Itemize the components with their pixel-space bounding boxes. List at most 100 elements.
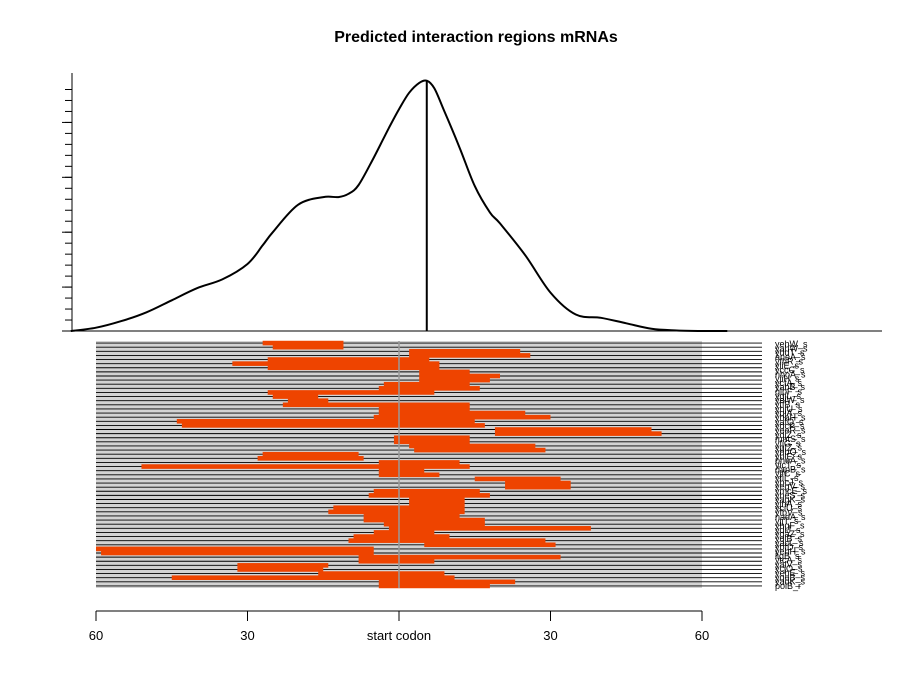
- interaction-region-bar: [96, 546, 374, 552]
- interaction-region-bar: [353, 534, 450, 539]
- gene-label: yqeB_s: [775, 572, 806, 582]
- gene-label: yeiW_s: [775, 395, 805, 405]
- interaction-region-bar: [368, 493, 490, 498]
- gene-label: yqjA_s: [775, 408, 803, 418]
- interaction-region-bar: [378, 386, 480, 391]
- interaction-region-bar: [419, 373, 500, 379]
- gene-label: yegV_s: [775, 482, 806, 492]
- gene-label: yjfC_s: [775, 469, 801, 479]
- gene-label: ycjO_s: [775, 564, 803, 574]
- interaction-region-bar: [505, 480, 571, 486]
- interaction-region-bar: [409, 353, 531, 358]
- gene-label: yadK_s: [775, 577, 806, 587]
- interaction-region-bar: [383, 521, 485, 527]
- interaction-region-bar: [378, 460, 460, 465]
- gene-label: yeeR_s: [775, 425, 806, 435]
- gene-label: yebH_s: [775, 546, 806, 556]
- interaction-region-bar: [378, 472, 440, 478]
- gene-label: ydcP_s: [775, 421, 805, 431]
- gene-label: ymcE_s: [775, 486, 808, 496]
- gene-label: ytcA_s: [775, 555, 803, 565]
- interaction-region-bar: [318, 571, 445, 576]
- gene-label: yhgF_s: [775, 521, 805, 531]
- gene-label: yahW_s: [775, 343, 808, 353]
- gene-label: yjiH_s: [775, 374, 800, 384]
- interaction-region-bar: [373, 414, 551, 420]
- gene-label: ligB_s: [775, 551, 800, 561]
- interaction-region-bar: [272, 344, 344, 350]
- gene-label: mntS_s: [775, 434, 806, 444]
- interaction-region-bar: [409, 348, 521, 354]
- gene-label: ybfD_s: [775, 542, 804, 552]
- gene-label: ygaZ_s: [775, 529, 805, 539]
- density-curve: [70, 79, 728, 333]
- interaction-region-bar: [409, 443, 536, 449]
- interaction-region-bar: [378, 410, 526, 416]
- gene-label: yafQ_s: [775, 417, 804, 427]
- interaction-region-bar: [237, 563, 329, 568]
- x-tick-label: start codon: [367, 628, 431, 643]
- gene-label-list: yehW_syahW_syddT_saneA_syfhR_syiiE_syccC…: [775, 339, 808, 591]
- interaction-region-bar: [419, 369, 470, 375]
- interaction-region-bar: [373, 488, 480, 494]
- interaction-region-bar: [257, 456, 364, 461]
- x-tick-label: 30: [240, 628, 254, 643]
- interaction-region-bar: [262, 340, 344, 346]
- interaction-region-bar: [388, 526, 591, 531]
- gene-label: ytfB_s: [775, 400, 801, 410]
- gene-label: pheA_s: [775, 456, 806, 466]
- interaction-region-bar: [267, 365, 440, 371]
- interaction-region-bar: [141, 464, 470, 469]
- gene-label: ydjZ_s: [775, 430, 802, 440]
- interaction-region-bar: [358, 554, 561, 560]
- gene-label: yiiE_s: [775, 361, 800, 371]
- gene-label: ydiJ_s: [775, 525, 801, 535]
- interaction-region-bar: [419, 377, 490, 383]
- interaction-region-bar: [494, 427, 652, 432]
- gene-label: yddT_s: [775, 348, 805, 358]
- interaction-region-bar: [267, 390, 435, 395]
- gene-label: polB_r: [775, 581, 801, 591]
- interaction-region-bar: [363, 517, 485, 523]
- interaction-region-bar: [424, 542, 556, 548]
- interaction-region-bar: [409, 497, 465, 502]
- gene-label: yfhR_s: [775, 356, 804, 366]
- gene-label: yjjT_s: [775, 516, 799, 526]
- interaction-region-bar: [474, 476, 561, 482]
- interaction-region-bar: [287, 398, 329, 403]
- gene-label: nhoA_s: [775, 369, 806, 379]
- gene-label: yagK_s: [775, 495, 806, 505]
- gene-label: yehE_s: [775, 568, 806, 578]
- gene-label: ygjL_s: [775, 391, 802, 401]
- gene-label: dapB_s: [775, 464, 806, 474]
- interaction-region-bar: [378, 579, 516, 585]
- interaction-region-bar: [373, 530, 435, 535]
- gene-label: yehW_s: [775, 339, 808, 349]
- gene-label: yjhA_s: [775, 499, 803, 509]
- interaction-region-bar: [414, 447, 546, 453]
- interaction-region-bar: [393, 435, 470, 441]
- interaction-region-bar: [176, 418, 475, 424]
- chart-title: Predicted interaction regions mRNAs: [334, 29, 618, 46]
- gene-label: yccC_s: [775, 365, 805, 375]
- interaction-regions-panel: [96, 340, 762, 589]
- gene-label: yhaH_s: [775, 412, 806, 422]
- gene-label: yqiB_s: [775, 533, 803, 543]
- interaction-region-bar: [348, 538, 546, 543]
- gene-label: yfbV_s: [775, 508, 803, 518]
- interaction-region-bar: [378, 468, 425, 473]
- gene-label: aneA_s: [775, 352, 806, 362]
- x-axis: 60 30 start codon 30 60: [89, 610, 709, 643]
- interaction-region-bar: [232, 361, 440, 366]
- interaction-region-bar: [282, 402, 470, 408]
- interaction-region-bar: [328, 509, 465, 515]
- gene-label: ygfZ_s: [775, 443, 803, 453]
- interaction-region-bar: [363, 513, 460, 519]
- x-tick-label: 60: [89, 628, 103, 643]
- interaction-region-bar: [358, 558, 435, 564]
- interaction-region-bar: [409, 501, 465, 506]
- interaction-region-bar: [272, 394, 319, 399]
- interaction-region-bar: [101, 550, 374, 556]
- gene-label: yciU_s: [775, 503, 803, 513]
